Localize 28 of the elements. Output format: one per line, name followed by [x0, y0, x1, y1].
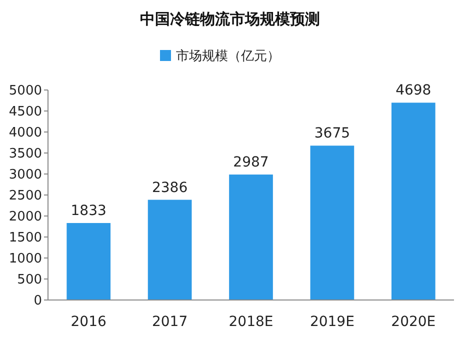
data-label: 3675: [314, 126, 350, 142]
data-label: 1833: [70, 203, 106, 220]
y-tick-label: 500: [17, 272, 42, 288]
data-label: 2386: [152, 180, 188, 196]
y-tick-label: 3000: [8, 168, 42, 183]
bar: [229, 174, 273, 300]
bar: [310, 146, 354, 300]
y-tick-label: 0: [34, 294, 42, 309]
y-tick-label: 2000: [8, 210, 42, 225]
data-label: 4698: [396, 82, 432, 99]
legend-label: 市场规模（亿元）: [176, 49, 280, 64]
bar: [148, 200, 192, 300]
x-tick-label: 2018E: [228, 314, 274, 330]
x-tick-label: 2019E: [310, 314, 354, 330]
y-tick-label: 3500: [8, 146, 42, 162]
bar: [391, 102, 436, 300]
y-tick-label: 1000: [8, 252, 42, 267]
bar: [66, 223, 111, 300]
y-tick-label: 4000: [8, 126, 42, 141]
chart-title: 中国冷链物流市场规模预测: [140, 10, 320, 28]
x-tick-label: 2020E: [391, 314, 436, 330]
y-tick-label: 2500: [8, 188, 42, 204]
x-tick-label: 2016: [70, 314, 106, 330]
y-tick-label: 4500: [8, 104, 42, 120]
data-label: 2987: [233, 154, 269, 171]
y-tick-label: 1500: [8, 230, 42, 246]
y-tick-label: 5000: [8, 84, 42, 99]
x-tick-label: 2017: [152, 314, 188, 330]
